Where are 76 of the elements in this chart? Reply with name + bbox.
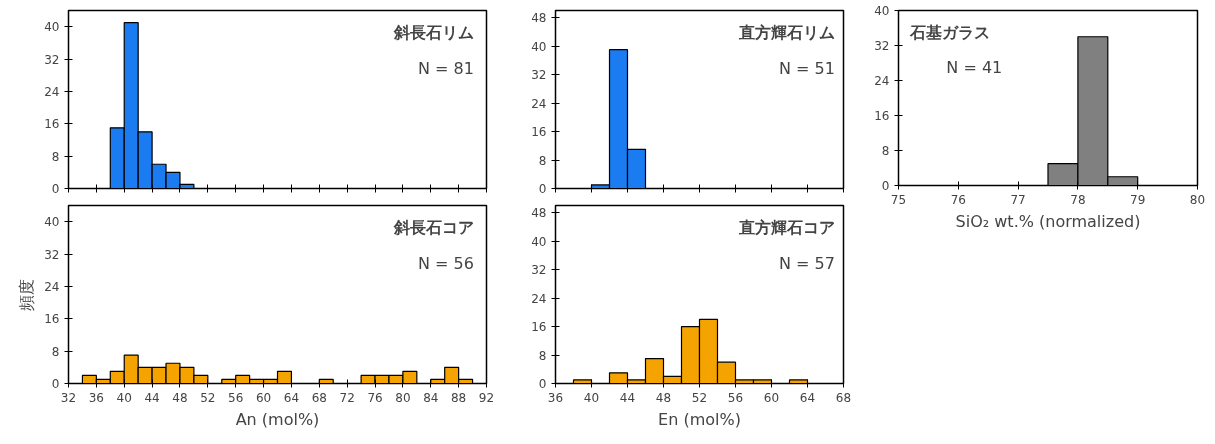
x-tick-label: 60 bbox=[763, 390, 780, 405]
y-tick-label: 8 bbox=[881, 144, 890, 158]
annotation: N = 51 bbox=[778, 58, 835, 78]
x-tick-label: 72 bbox=[339, 390, 355, 405]
x-tick-label: 77 bbox=[1010, 192, 1026, 207]
y-tick-label: 16 bbox=[531, 320, 547, 335]
y-tick-label: 24 bbox=[531, 291, 547, 306]
x-tick-label: 64 bbox=[283, 390, 300, 405]
x-tick-label: 44 bbox=[619, 390, 636, 405]
x-tick-label: 92 bbox=[478, 390, 495, 405]
x-tick-label: 60 bbox=[255, 390, 272, 405]
y-tick-label: 0 bbox=[51, 182, 60, 196]
x-tick-label: 76 bbox=[950, 192, 966, 207]
x-tick-label: 84 bbox=[423, 390, 439, 405]
x-tick-label: 75 bbox=[890, 192, 907, 207]
annotation: N = 41 bbox=[946, 57, 1003, 77]
y-tick-label: 32 bbox=[531, 68, 547, 83]
x-tick-label: 56 bbox=[228, 390, 244, 405]
y-tick-label: 24 bbox=[874, 74, 890, 88]
x-tick-label: 88 bbox=[451, 390, 467, 405]
x-tick-label: 79 bbox=[1130, 192, 1146, 207]
y-tick-label: 8 bbox=[51, 344, 60, 359]
x-tick-label: 68 bbox=[835, 390, 852, 405]
y-tick-label: 24 bbox=[44, 279, 60, 294]
x-axis-title: An (mol%) bbox=[235, 409, 320, 429]
y-tick-label: 16 bbox=[531, 125, 547, 140]
y-tick-label: 48 bbox=[531, 206, 547, 221]
text: 直方輝石コア bbox=[737, 217, 835, 237]
y-tick-label: 8 bbox=[538, 153, 547, 168]
x-tick-label: 48 bbox=[655, 390, 672, 405]
y-tick-label: 40 bbox=[531, 234, 547, 249]
x-tick-label: 40 bbox=[116, 390, 132, 405]
x-tick-label: 44 bbox=[144, 390, 160, 405]
y-tick-label: 0 bbox=[538, 377, 547, 391]
x-tick-label: 40 bbox=[583, 390, 600, 405]
y-tick-label: 8 bbox=[51, 149, 60, 164]
annotation: N = 57 bbox=[778, 253, 835, 273]
annotation: N = 81 bbox=[418, 58, 474, 78]
y-tick-label: 8 bbox=[538, 348, 547, 363]
x-tick-label: 56 bbox=[727, 390, 744, 405]
y-tick-label: 32 bbox=[44, 247, 60, 262]
x-tick-label: 52 bbox=[691, 390, 708, 405]
y-axis-title: 頻度 bbox=[17, 278, 37, 311]
x-tick-label: 48 bbox=[172, 390, 188, 405]
x-tick-label: 36 bbox=[88, 390, 105, 405]
y-tick-label: 16 bbox=[44, 117, 60, 132]
y-tick-label: 24 bbox=[44, 84, 60, 99]
x-tick-label: 76 bbox=[367, 390, 383, 405]
x-tick-label: 52 bbox=[200, 390, 216, 405]
x-tick-label: 78 bbox=[1070, 192, 1086, 207]
y-tick-label: 40 bbox=[874, 4, 890, 18]
y-tick-label: 48 bbox=[531, 11, 547, 26]
x-tick-label: 36 bbox=[547, 390, 564, 405]
y-tick-label: 0 bbox=[881, 179, 890, 193]
text: 直方輝石リム bbox=[737, 22, 835, 42]
y-tick-label: 16 bbox=[44, 312, 60, 327]
x-tick-label: 68 bbox=[311, 390, 327, 405]
text: 斜長石リム bbox=[392, 22, 474, 42]
y-tick-label: 40 bbox=[44, 20, 60, 35]
x-axis-title: SiO₂ wt.% (normalized) bbox=[955, 211, 1141, 231]
x-axis-title: En (mol%) bbox=[658, 409, 741, 429]
y-tick-label: 40 bbox=[44, 215, 60, 230]
x-tick-label: 80 bbox=[1189, 192, 1206, 207]
x-tick-label: 80 bbox=[395, 390, 411, 405]
y-tick-label: 32 bbox=[531, 263, 547, 278]
y-tick-label: 32 bbox=[44, 52, 60, 67]
y-tick-label: 24 bbox=[531, 96, 547, 111]
y-tick-label: 0 bbox=[538, 182, 547, 196]
text: 石基ガラス bbox=[909, 22, 991, 42]
y-tick-label: 32 bbox=[874, 39, 890, 53]
y-tick-label: 16 bbox=[874, 109, 890, 123]
annotation: N = 56 bbox=[418, 253, 474, 273]
y-tick-label: 0 bbox=[51, 377, 60, 391]
y-tick-label: 40 bbox=[531, 39, 547, 54]
text: 斜長石コア bbox=[392, 217, 474, 237]
x-tick-label: 64 bbox=[799, 390, 816, 405]
